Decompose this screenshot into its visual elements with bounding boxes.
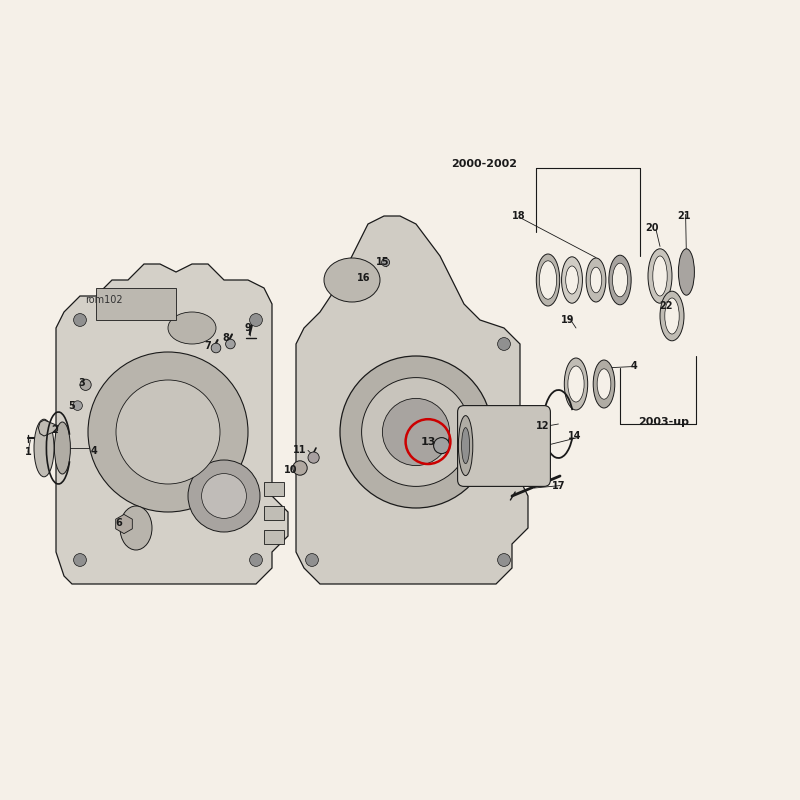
Circle shape bbox=[434, 438, 450, 454]
Ellipse shape bbox=[536, 254, 560, 306]
Ellipse shape bbox=[168, 312, 216, 344]
Text: 13: 13 bbox=[420, 437, 436, 446]
FancyBboxPatch shape bbox=[458, 406, 550, 486]
Ellipse shape bbox=[678, 249, 694, 295]
Circle shape bbox=[202, 474, 246, 518]
Circle shape bbox=[250, 314, 262, 326]
Ellipse shape bbox=[665, 298, 679, 334]
Ellipse shape bbox=[54, 422, 70, 474]
Ellipse shape bbox=[597, 369, 611, 399]
Circle shape bbox=[80, 379, 91, 390]
Text: 22: 22 bbox=[659, 302, 672, 311]
Circle shape bbox=[498, 554, 510, 566]
Text: 2000-2002: 2000-2002 bbox=[451, 159, 517, 169]
FancyBboxPatch shape bbox=[264, 506, 284, 520]
Ellipse shape bbox=[660, 291, 684, 341]
Ellipse shape bbox=[586, 258, 606, 302]
Text: 16: 16 bbox=[358, 274, 370, 283]
Ellipse shape bbox=[648, 249, 672, 303]
Text: 6: 6 bbox=[115, 518, 122, 528]
Ellipse shape bbox=[568, 366, 584, 402]
Text: 20: 20 bbox=[646, 223, 658, 233]
Circle shape bbox=[362, 378, 470, 486]
Circle shape bbox=[382, 258, 390, 266]
Ellipse shape bbox=[34, 419, 54, 477]
Text: 11: 11 bbox=[294, 445, 306, 454]
Ellipse shape bbox=[562, 257, 582, 303]
Text: 1: 1 bbox=[25, 447, 31, 457]
Text: 4: 4 bbox=[90, 446, 97, 456]
Ellipse shape bbox=[462, 427, 470, 464]
Text: 14: 14 bbox=[568, 431, 581, 441]
Ellipse shape bbox=[324, 258, 380, 302]
Circle shape bbox=[74, 554, 86, 566]
Text: 18: 18 bbox=[511, 211, 526, 221]
Text: 3: 3 bbox=[78, 378, 85, 388]
Text: 12: 12 bbox=[536, 421, 549, 430]
Text: 4: 4 bbox=[631, 361, 638, 370]
Text: 15: 15 bbox=[376, 257, 389, 266]
Polygon shape bbox=[38, 420, 58, 436]
Text: 8: 8 bbox=[222, 333, 229, 342]
Polygon shape bbox=[296, 216, 528, 584]
Text: 19: 19 bbox=[562, 315, 574, 325]
Circle shape bbox=[340, 356, 492, 508]
Text: 2: 2 bbox=[51, 426, 58, 435]
Circle shape bbox=[382, 398, 450, 466]
Circle shape bbox=[188, 460, 260, 532]
FancyBboxPatch shape bbox=[264, 482, 284, 496]
Circle shape bbox=[308, 452, 319, 463]
Ellipse shape bbox=[564, 358, 588, 410]
Text: 21: 21 bbox=[678, 211, 690, 221]
Ellipse shape bbox=[458, 416, 473, 475]
Text: 7: 7 bbox=[205, 342, 211, 351]
Text: rom102: rom102 bbox=[85, 295, 123, 305]
Circle shape bbox=[293, 461, 307, 475]
Circle shape bbox=[116, 380, 220, 484]
Ellipse shape bbox=[566, 266, 578, 294]
Circle shape bbox=[498, 338, 510, 350]
Circle shape bbox=[306, 554, 318, 566]
Text: 17: 17 bbox=[552, 482, 565, 491]
Text: 5: 5 bbox=[69, 402, 75, 411]
Polygon shape bbox=[56, 264, 288, 584]
Text: 9: 9 bbox=[245, 323, 251, 333]
Circle shape bbox=[211, 343, 221, 353]
Ellipse shape bbox=[590, 267, 602, 293]
Circle shape bbox=[74, 314, 86, 326]
Circle shape bbox=[226, 339, 235, 349]
Circle shape bbox=[73, 401, 82, 410]
FancyBboxPatch shape bbox=[264, 530, 284, 544]
Ellipse shape bbox=[613, 263, 627, 297]
Ellipse shape bbox=[653, 256, 667, 296]
Ellipse shape bbox=[539, 261, 557, 299]
Ellipse shape bbox=[609, 255, 631, 305]
Circle shape bbox=[250, 554, 262, 566]
FancyBboxPatch shape bbox=[96, 288, 176, 320]
Text: 2003-up: 2003-up bbox=[638, 417, 690, 426]
Ellipse shape bbox=[120, 506, 152, 550]
Text: 10: 10 bbox=[284, 466, 297, 475]
Circle shape bbox=[88, 352, 248, 512]
Ellipse shape bbox=[594, 360, 614, 408]
